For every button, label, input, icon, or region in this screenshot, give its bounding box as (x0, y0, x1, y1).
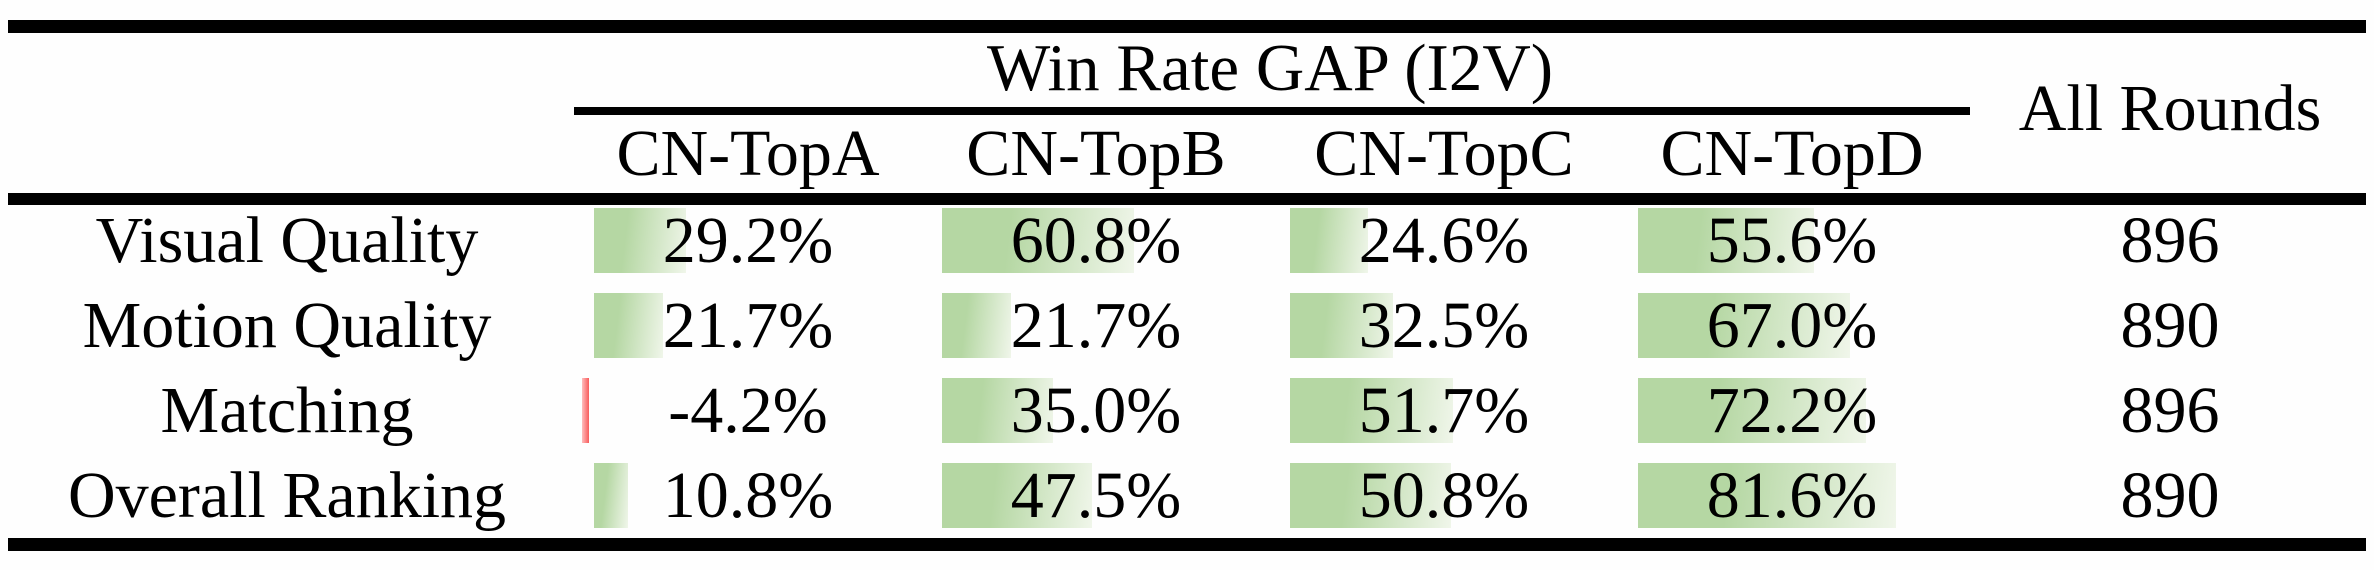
win-rate-value: 67.0% (1706, 288, 1878, 362)
table-row: Overall Ranking 10.8% 47.5% 50.8% 81.6% … (0, 453, 2374, 538)
win-rate-value: 72.2% (1706, 373, 1878, 447)
data-bar (594, 208, 686, 273)
win-rate-value: 50.8% (1358, 458, 1530, 532)
all-rounds-value: 890 (2120, 458, 2220, 532)
win-rate-value: 10.8% (662, 458, 834, 532)
row-label: Matching (160, 373, 414, 447)
win-rate-cell: 51.7% (1270, 368, 1618, 453)
column-header-cn-topc: CN-TopC (1314, 117, 1574, 190)
win-rate-cell: 35.0% (922, 368, 1270, 453)
title-underline-rule (574, 107, 1970, 115)
column-header-cn-topa: CN-TopA (616, 117, 880, 190)
column-header-cn-topb: CN-TopB (966, 117, 1226, 190)
win-rate-cell: 21.7% (922, 283, 1270, 368)
win-rate-value: 21.7% (1010, 288, 1182, 362)
win-rate-cell: 50.8% (1270, 453, 1618, 538)
data-bar (942, 463, 1092, 528)
win-rate-cell: 47.5% (922, 453, 1270, 538)
win-rate-cell: 32.5% (1270, 283, 1618, 368)
win-rate-value: 21.7% (662, 288, 834, 362)
win-rate-cell: 81.6% (1618, 453, 1966, 538)
data-bar (942, 293, 1011, 358)
win-rate-cell: 21.7% (574, 283, 922, 368)
top-rule (8, 20, 2366, 33)
win-rate-value: 60.8% (1010, 203, 1182, 277)
data-bar (1290, 378, 1453, 443)
header-separator-rule (8, 193, 2366, 205)
all-rounds-value: 896 (2120, 203, 2220, 277)
table-row: Matching -4.2% 35.0% 51.7% 72.2% 896 (0, 368, 2374, 453)
win-rate-value: 32.5% (1358, 288, 1530, 362)
win-rate-cell: 29.2% (574, 198, 922, 283)
column-header-cn-topd: CN-TopD (1660, 117, 1924, 190)
win-rate-value: 81.6% (1706, 458, 1878, 532)
all-rounds-value: 890 (2120, 288, 2220, 362)
data-bar (582, 378, 589, 443)
win-rate-value: 24.6% (1358, 203, 1530, 277)
all-rounds-value: 896 (2120, 373, 2220, 447)
win-rate-value: -4.2% (668, 373, 828, 447)
table-row: Motion Quality 21.7% 21.7% 32.5% 67.0% 8… (0, 283, 2374, 368)
table-body: Visual Quality 29.2% 60.8% 24.6% 55.6% 8… (0, 198, 2374, 538)
data-bar (594, 293, 663, 358)
win-rate-cell: 24.6% (1270, 198, 1618, 283)
win-rate-value: 51.7% (1358, 373, 1530, 447)
data-bar (1290, 463, 1451, 528)
win-rate-cell: 67.0% (1618, 283, 1966, 368)
win-rate-value: 29.2% (662, 203, 834, 277)
column-header-row: CN-TopA CN-TopB CN-TopC CN-TopD (574, 115, 1966, 193)
win-rate-cell: 72.2% (1618, 368, 1966, 453)
win-rate-cell: 55.6% (1618, 198, 1966, 283)
win-rate-cell: -4.2% (574, 368, 922, 453)
data-bar (1290, 293, 1393, 358)
data-bar (1290, 208, 1368, 273)
row-label: Motion Quality (82, 288, 492, 362)
all-rounds-header: All Rounds (2018, 72, 2322, 145)
data-bar (1638, 208, 1814, 273)
win-rate-value: 47.5% (1010, 458, 1182, 532)
win-rate-value: 35.0% (1010, 373, 1182, 447)
win-rate-cell: 60.8% (922, 198, 1270, 283)
table-row: Visual Quality 29.2% 60.8% 24.6% 55.6% 8… (0, 198, 2374, 283)
row-label: Overall Ranking (67, 458, 507, 532)
bottom-rule (8, 538, 2366, 551)
data-bar (594, 463, 628, 528)
win-rate-cell: 10.8% (574, 453, 922, 538)
data-bar (942, 208, 1134, 273)
win-rate-value: 55.6% (1706, 203, 1878, 277)
data-bar (942, 378, 1053, 443)
data-bar (1638, 463, 1896, 528)
table-title: Win Rate GAP (I2V) (986, 31, 1554, 105)
data-bar (1638, 378, 1866, 443)
row-label: Visual Quality (95, 203, 479, 277)
data-bar (1638, 293, 1850, 358)
